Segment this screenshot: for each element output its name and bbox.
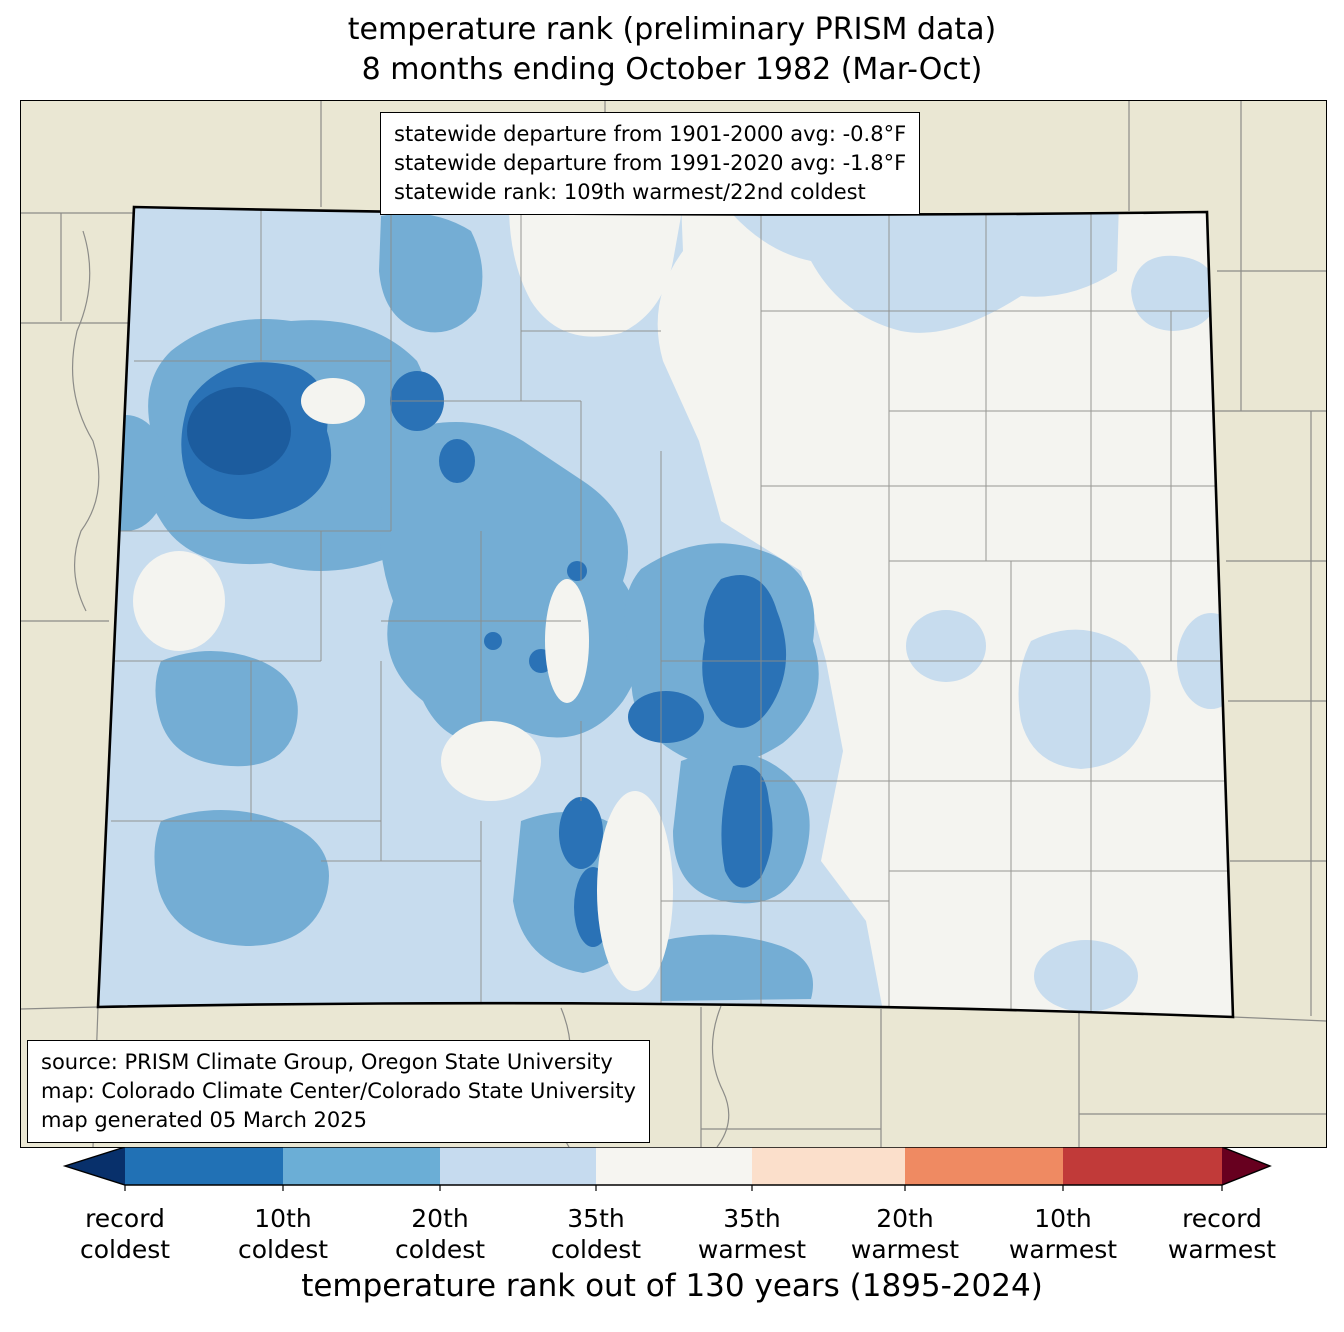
navy-core-area [187, 387, 291, 475]
colorbar-segment [283, 1147, 440, 1185]
county-borders [104, 207, 1230, 1011]
colorbar-segment [596, 1147, 752, 1185]
colorbar-tick-label: 20th coldest [394, 1204, 486, 1264]
stats-line-1: statewide departure from 1901-2000 avg: … [394, 122, 907, 146]
colorbar-segment [1063, 1147, 1222, 1185]
colorbar-right-arrow [1222, 1147, 1270, 1185]
neutral-pockets [133, 207, 683, 991]
source-line-2: map: Colorado Climate Center/Colorado St… [41, 1078, 636, 1103]
stats-box: statewide departure from 1901-2000 avg: … [380, 112, 921, 215]
colorbar-left-arrow [65, 1147, 125, 1185]
colorbar [62, 1147, 1272, 1191]
source-box: source: PRISM Climate Group, Oregon Stat… [27, 1040, 650, 1143]
figure-caption: temperature rank out of 130 years (1895-… [301, 1268, 1043, 1304]
colorbar-tick-label: 10th warmest [1008, 1204, 1118, 1264]
map-frame [20, 100, 1327, 1148]
source-line-3: map generated 05 March 2025 [41, 1107, 368, 1132]
colorbar-segment [905, 1147, 1063, 1185]
source-line-1: source: PRISM Climate Group, Oregon Stat… [41, 1050, 613, 1074]
figure-title-line2: 8 months ending October 1982 (Mar-Oct) [361, 51, 983, 87]
colorbar-tick-label: 20th warmest [850, 1204, 960, 1264]
colorbar-tick-label: record coldest [79, 1204, 171, 1264]
colorbar-segment [752, 1147, 905, 1185]
colorbar-segment [125, 1147, 283, 1185]
colorbar-segment [440, 1147, 596, 1185]
figure-title: temperature rank (preliminary PRISM data… [0, 10, 1344, 89]
colorbar-tick-label: 10th coldest [237, 1204, 329, 1264]
stats-line-3: statewide rank: 109th warmest/22nd colde… [394, 179, 866, 204]
colorbar-tick-label: record warmest [1167, 1204, 1277, 1264]
stats-line-2: statewide departure from 1991-2020 avg: … [394, 150, 907, 175]
figure-title-line1: temperature rank (preliminary PRISM data… [347, 12, 997, 47]
colorado-temperature-map [21, 101, 1326, 1147]
colorado-region [98, 207, 1233, 1017]
colorbar-tick-label: 35th coldest [550, 1204, 642, 1264]
colorbar-ticks [124, 1185, 1223, 1191]
colorbar-tick-label: 35th warmest [697, 1204, 807, 1264]
